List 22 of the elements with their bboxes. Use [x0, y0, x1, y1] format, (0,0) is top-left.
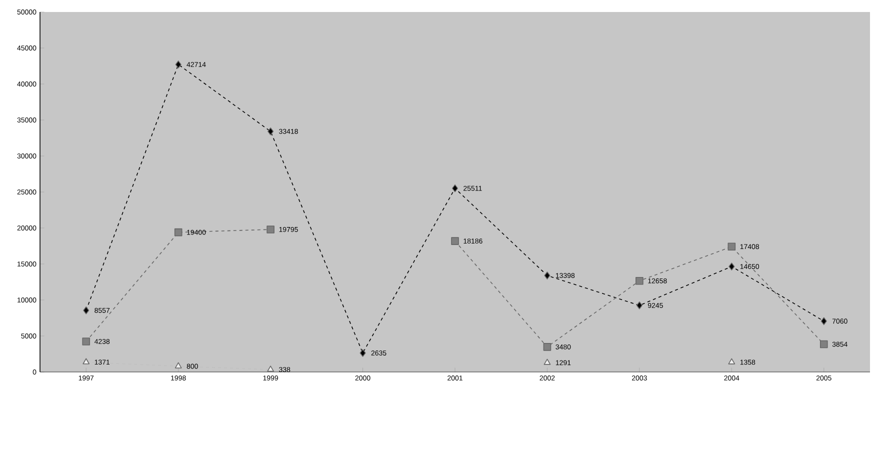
point — [544, 358, 551, 365]
point — [268, 127, 274, 136]
point — [820, 317, 827, 326]
point — [360, 349, 366, 357]
point — [636, 302, 642, 310]
point — [83, 306, 90, 314]
point — [174, 228, 182, 236]
point — [82, 338, 90, 346]
point — [820, 340, 828, 348]
point — [728, 242, 736, 251]
point — [174, 362, 182, 368]
point — [728, 262, 735, 270]
point — [728, 358, 736, 364]
point — [636, 276, 644, 285]
point — [82, 358, 90, 364]
point — [267, 366, 274, 372]
point — [451, 237, 459, 245]
point — [544, 272, 550, 280]
point — [175, 60, 182, 68]
point — [543, 343, 552, 351]
point — [452, 184, 458, 192]
point — [266, 226, 274, 234]
